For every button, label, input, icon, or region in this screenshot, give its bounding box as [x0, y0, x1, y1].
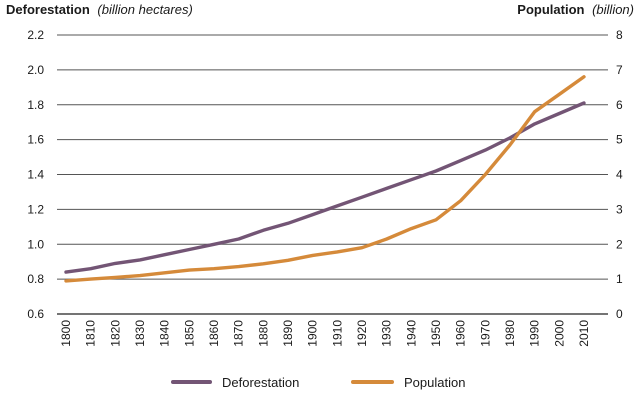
- legend-label-population: Population: [404, 375, 465, 390]
- x-tick-1820: 1820: [108, 320, 122, 347]
- x-tick-1870: 1870: [232, 320, 246, 347]
- legend: Deforestation Population: [171, 375, 465, 390]
- y-left-tick-1-8: 1.8: [27, 98, 44, 112]
- right-axis-ticks: 0 1 2 3 4 5 6 7 8: [616, 28, 623, 321]
- left-axis-title: Deforestation (billion hectares): [6, 2, 193, 17]
- y-left-tick-0-8: 0.8: [27, 272, 44, 286]
- x-tick-1980: 1980: [503, 320, 517, 347]
- x-tick-1920: 1920: [355, 320, 369, 347]
- y-right-tick-4: 4: [616, 168, 623, 182]
- x-tick-2010: 2010: [577, 320, 591, 347]
- y-left-tick-1-0: 1.0: [27, 237, 44, 251]
- y-right-tick-2: 2: [616, 237, 623, 251]
- x-tick-1850: 1850: [182, 320, 196, 347]
- right-axis-title-unit: (billion): [592, 2, 634, 17]
- y-right-tick-1: 1: [616, 272, 623, 286]
- legend-label-deforestation: Deforestation: [222, 375, 299, 390]
- y-left-tick-1-2: 1.2: [27, 202, 44, 216]
- x-tick-1990: 1990: [528, 320, 542, 347]
- y-right-tick-8: 8: [616, 28, 623, 42]
- x-tick-1940: 1940: [404, 320, 418, 347]
- y-left-tick-0-6: 0.6: [27, 307, 44, 321]
- x-tick-1950: 1950: [429, 320, 443, 347]
- gridlines: [57, 34, 608, 315]
- series-lines: [64, 75, 586, 283]
- x-tick-1930: 1930: [380, 320, 394, 347]
- x-tick-1810: 1810: [84, 320, 98, 347]
- left-axis-title-unit: (billion hectares): [97, 2, 192, 17]
- x-tick-2000: 2000: [552, 320, 566, 347]
- x-tick-1840: 1840: [158, 320, 172, 347]
- y-left-tick-2-2: 2.2: [27, 28, 44, 42]
- x-tick-1970: 1970: [478, 320, 492, 347]
- x-tick-1890: 1890: [281, 320, 295, 347]
- y-right-tick-7: 7: [616, 63, 623, 77]
- right-axis-title: Population (billion): [517, 2, 634, 17]
- series-line-population: [64, 75, 586, 283]
- y-right-tick-3: 3: [616, 202, 623, 216]
- x-axis-ticks: 1800 1810 1820 1830 1840 1850 1860 1870 1880 1890…: [59, 320, 591, 347]
- y-left-tick-1-6: 1.6: [27, 133, 44, 147]
- series-line-deforestation: [64, 101, 586, 274]
- y-left-tick-2-0: 2.0: [27, 63, 44, 77]
- left-axis-ticks: 0.6 0.8 1.0 1.2 1.4 1.6 1.8 2.0 2.2: [27, 28, 44, 321]
- y-left-tick-1-4: 1.4: [27, 168, 44, 182]
- x-tick-1800: 1800: [59, 320, 73, 347]
- x-tick-1860: 1860: [207, 320, 221, 347]
- y-right-tick-0: 0: [616, 307, 623, 321]
- x-tick-1830: 1830: [133, 320, 147, 347]
- x-tick-1900: 1900: [306, 320, 320, 347]
- left-axis-title-main: Deforestation: [6, 2, 90, 17]
- x-tick-1910: 1910: [330, 320, 344, 347]
- x-tick-1960: 1960: [454, 320, 468, 347]
- right-axis-title-main: Population: [517, 2, 584, 17]
- x-tick-1880: 1880: [256, 320, 270, 347]
- y-right-tick-6: 6: [616, 98, 623, 112]
- y-right-tick-5: 5: [616, 133, 623, 147]
